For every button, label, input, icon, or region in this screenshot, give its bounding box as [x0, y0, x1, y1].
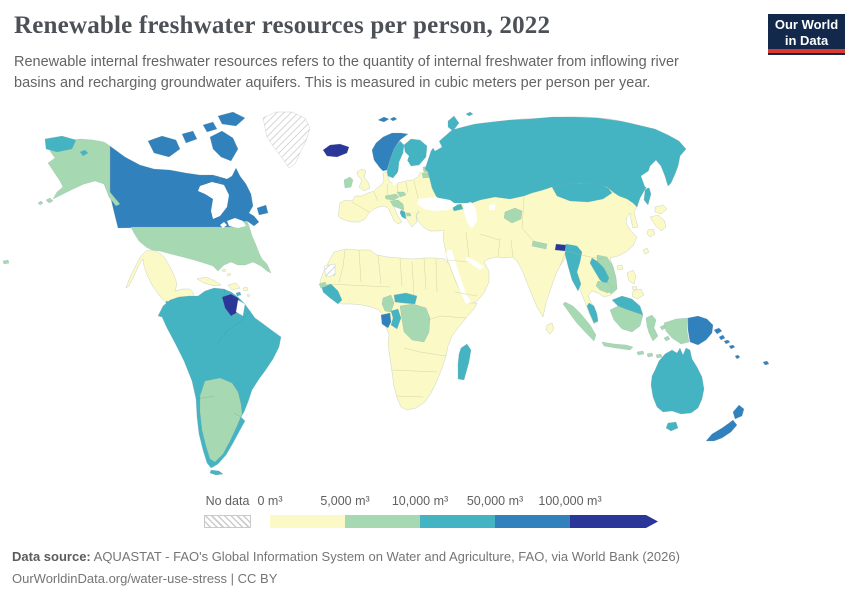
- country-mongolia[interactable]: [551, 182, 613, 203]
- country-indonesia-papua[interactable]: [663, 317, 690, 345]
- sa-borders: [195, 288, 251, 418]
- persian-gulf: [465, 257, 484, 270]
- country-malaysia-borneo[interactable]: [611, 295, 644, 316]
- country-japan[interactable]: [646, 204, 668, 238]
- country-cameroon[interactable]: [381, 294, 395, 313]
- legend-no-data-swatch[interactable]: [204, 515, 251, 528]
- country-austria[interactable]: [384, 193, 400, 201]
- legend-tick-3: 50,000 m³: [466, 494, 524, 508]
- legend-tick-2: 10,000 m³: [391, 494, 449, 508]
- country-indonesia-java[interactable]: [601, 341, 663, 359]
- country-congo[interactable]: [390, 308, 402, 330]
- license-line[interactable]: OurWorldinData.org/water-use-stress | CC…: [12, 571, 278, 586]
- country-western-sahara[interactable]: [323, 263, 336, 278]
- country-indonesia-kalimantan[interactable]: [609, 305, 644, 333]
- hudson-bay: [198, 182, 229, 219]
- country-sri-lanka[interactable]: [545, 322, 555, 335]
- country-cambodia[interactable]: [595, 280, 614, 294]
- country-vietnam[interactable]: [596, 254, 618, 295]
- legend-tick-4: 100,000 m³: [538, 494, 602, 508]
- country-africa[interactable]: [319, 248, 478, 411]
- russia-chukotka-wrap[interactable]: [44, 135, 89, 157]
- country-kyrgyzstan-tajikistan[interactable]: [503, 207, 523, 224]
- country-croatia-bosnia[interactable]: [389, 199, 412, 217]
- map-footer: Data source: AQUASTAT - FAO's Global Inf…: [12, 546, 680, 590]
- legend-tick-0: 0 m³: [257, 494, 283, 508]
- legend-tick-1: 5,000 m³: [320, 494, 370, 508]
- country-cuba[interactable]: [196, 276, 222, 287]
- country-guinea-sierra-leone-liberia[interactable]: [321, 283, 343, 305]
- country-french-guiana[interactable]: [235, 299, 246, 317]
- country-argentina[interactable]: [199, 377, 243, 463]
- country-papua-new-guinea[interactable]: [687, 315, 726, 346]
- country-dr-congo[interactable]: [399, 303, 431, 343]
- legend-swatch-bin3[interactable]: [495, 515, 570, 528]
- owid-logo-line1: Our World: [774, 17, 839, 32]
- country-usa[interactable]: [2, 220, 272, 274]
- legend-no-data-label: No data: [205, 494, 250, 508]
- owid-logo[interactable]: Our World in Data: [768, 14, 845, 55]
- country-iceland[interactable]: [322, 143, 350, 158]
- country-indonesia-sumatra[interactable]: [562, 301, 597, 342]
- country-sweden[interactable]: [386, 140, 405, 179]
- russia-novaya-zemlya[interactable]: [447, 111, 474, 132]
- country-norway[interactable]: [371, 116, 409, 172]
- country-mexico[interactable]: [125, 249, 195, 305]
- russia-sakhalin[interactable]: [643, 186, 652, 206]
- country-malaysia-peninsula[interactable]: [586, 302, 599, 324]
- caspian-sea: [464, 202, 495, 229]
- country-central-african-republic[interactable]: [393, 292, 418, 305]
- country-tasmania[interactable]: [665, 421, 679, 432]
- country-alaska[interactable]: [37, 138, 121, 207]
- black-sea: [417, 197, 457, 211]
- country-australia[interactable]: [650, 347, 705, 415]
- legend-swatch-bin4-arrow[interactable]: [570, 515, 658, 528]
- legend-swatch-bin1[interactable]: [345, 515, 420, 528]
- data-source-text: AQUASTAT - FAO's Global Information Syst…: [90, 549, 680, 564]
- country-solomon-fiji[interactable]: [723, 339, 770, 366]
- seas: [198, 141, 658, 304]
- white-sea: [432, 141, 442, 151]
- country-madagascar[interactable]: [457, 343, 472, 381]
- country-united-kingdom[interactable]: [356, 168, 371, 192]
- country-taiwan-hainan[interactable]: [616, 247, 650, 271]
- country-slovakia[interactable]: [396, 191, 407, 198]
- country-bhutan[interactable]: [554, 243, 567, 252]
- owid-logo-red-bar: [768, 49, 845, 53]
- country-philippines[interactable]: [626, 269, 645, 300]
- country-guinea-bissau[interactable]: [318, 281, 328, 289]
- baltic-sea: [392, 152, 424, 186]
- red-sea: [446, 250, 471, 304]
- country-myanmar[interactable]: [564, 243, 583, 292]
- country-gabon[interactable]: [380, 312, 392, 329]
- country-russia[interactable]: [424, 116, 687, 208]
- country-ireland[interactable]: [343, 176, 354, 189]
- canada-arctic-islands[interactable]: [147, 111, 269, 216]
- sea-of-okhotsk: [641, 170, 658, 189]
- legend-swatch-bin0[interactable]: [270, 515, 345, 528]
- country-new-zealand[interactable]: [705, 404, 745, 442]
- country-borders: [326, 180, 605, 398]
- country-nepal[interactable]: [531, 240, 548, 250]
- page-subtitle: Renewable internal freshwater resources …: [14, 54, 679, 91]
- legend-swatch-bin2[interactable]: [420, 515, 495, 528]
- data-source-line: Data source: AQUASTAT - FAO's Global Inf…: [12, 546, 680, 568]
- country-greenland[interactable]: [262, 111, 311, 169]
- country-finland[interactable]: [403, 138, 428, 167]
- page-title: Renewable freshwater resources per perso…: [14, 12, 551, 39]
- great-lakes: [220, 218, 246, 228]
- country-canada[interactable]: [109, 145, 260, 229]
- owid-logo-line2: in Data: [784, 33, 829, 48]
- data-source-label: Data source:: [12, 549, 91, 564]
- country-albania-montenegro[interactable]: [399, 209, 407, 220]
